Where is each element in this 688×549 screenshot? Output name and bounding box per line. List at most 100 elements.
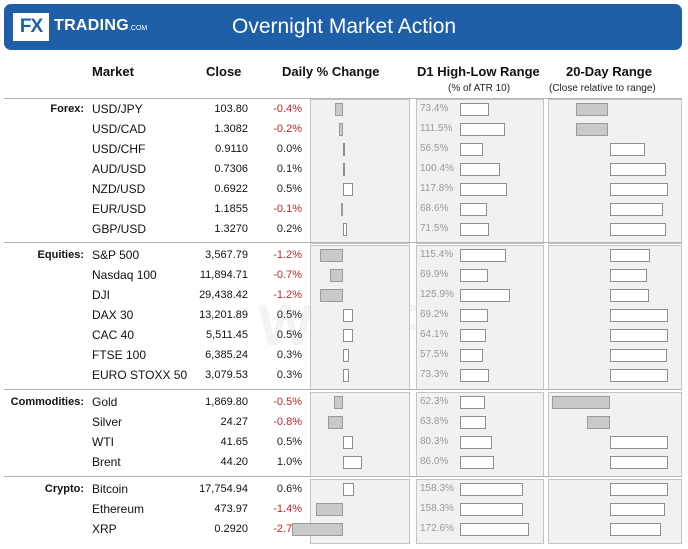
close-value: 24.27 [220, 416, 248, 428]
daily-change-value: -1.2% [273, 249, 302, 261]
atr-percent-label: 68.6% [420, 203, 449, 214]
atr-percent-label: 64.1% [420, 329, 449, 340]
atr-range-bar [460, 183, 508, 196]
daily-change-panel [310, 99, 410, 244]
daily-change-bar [320, 249, 343, 262]
close-value: 0.9110 [215, 143, 248, 155]
atr-percent-label: 73.3% [420, 369, 449, 380]
atr-range-bar [460, 163, 501, 176]
atr-percent-label: 117.8% [420, 183, 454, 194]
range20-bar [610, 249, 651, 262]
range20-bar [552, 396, 610, 409]
daily-change-value: 0.5% [276, 436, 302, 448]
atr-percent-label: 100.4% [420, 163, 454, 174]
group-separator [4, 98, 682, 99]
daily-change-value: 0.3% [276, 369, 302, 381]
atr-percent-label: 73.4% [420, 103, 449, 114]
daily-change-panel [310, 392, 410, 477]
market-name: Ethereum [92, 502, 145, 516]
daily-change-value: -0.4% [273, 103, 302, 115]
market-name: EUR/USD [92, 202, 147, 216]
atr-range-bar [460, 123, 505, 136]
range20-bar [610, 309, 668, 322]
range20-bar [576, 103, 608, 116]
atr-range-bar [460, 416, 486, 429]
group-separator [4, 242, 682, 243]
atr-percent-label: 57.5% [420, 349, 449, 360]
atr-percent-label: 111.5% [420, 123, 453, 134]
range20-bar [610, 503, 666, 516]
daily-change-value: -0.1% [273, 203, 302, 215]
daily-change-value: 0.5% [276, 309, 302, 321]
daily-change-bar [343, 223, 347, 236]
close-value: 1,869.80 [205, 396, 248, 408]
market-name: USD/CAD [92, 122, 147, 136]
daily-change-bar [341, 203, 343, 216]
range20-bar [610, 369, 668, 382]
daily-change-bar [291, 523, 343, 536]
daily-change-bar [320, 289, 343, 302]
close-value: 5,511.45 [205, 329, 248, 341]
group-separator [4, 389, 682, 390]
daily-change-value: 0.1% [276, 163, 302, 175]
daily-change-bar [329, 269, 343, 282]
atr-percent-label: 56.5% [420, 143, 449, 154]
daily-change-bar [343, 163, 345, 176]
range20-bar [576, 123, 608, 136]
atr-percent-label: 69.9% [420, 269, 449, 280]
close-value: 0.2920 [214, 523, 248, 535]
daily-change-value: -0.8% [273, 416, 302, 428]
range20-bar [610, 203, 664, 216]
market-name: Nasdaq 100 [92, 268, 157, 282]
atr-percent-label: 125.9% [420, 289, 454, 300]
close-value: 103.80 [214, 103, 248, 115]
group-label: Crypto: [44, 483, 84, 495]
close-value: 1.3082 [214, 123, 248, 135]
market-name: Gold [92, 395, 118, 409]
atr-range-bar [460, 329, 486, 342]
range20-bar [610, 329, 668, 342]
range20-bar [610, 143, 645, 156]
logo-suffix: .COM [128, 25, 148, 32]
range20-bar [610, 523, 662, 536]
market-name: WTI [92, 435, 114, 449]
daily-change-value: -0.2% [273, 123, 302, 135]
daily-change-bar [343, 456, 362, 469]
close-value: 41.65 [220, 436, 248, 448]
atr-range-bar [460, 309, 488, 322]
range20-bar [586, 416, 610, 429]
atr-range-bar [460, 523, 530, 536]
daily-change-value: 0.0% [276, 143, 302, 155]
atr-range-bar [460, 103, 490, 116]
market-name: DJI [92, 288, 110, 302]
atr-range-bar [460, 436, 493, 449]
daily-change-bar [343, 143, 345, 156]
market-name: EURO STOXX 50 [92, 368, 188, 382]
col-subheader-20day-range: (Close relative to range) [549, 83, 656, 94]
daily-change-value: 0.2% [276, 223, 302, 235]
market-name: S&P 500 [92, 248, 140, 262]
range20-bar [610, 269, 647, 282]
market-name: USD/JPY [92, 102, 143, 116]
atr-percent-label: 63.8% [420, 416, 449, 427]
market-name: CAC 40 [92, 328, 135, 342]
market-name: DAX 30 [92, 308, 134, 322]
market-name: GBP/USD [92, 222, 147, 236]
market-name: Bitcoin [92, 482, 129, 496]
atr-percent-label: 172.6% [420, 523, 454, 534]
daily-change-value: -1.2% [273, 289, 302, 301]
range20-bar [610, 183, 668, 196]
atr-range-bar [460, 249, 507, 262]
daily-change-bar [343, 183, 353, 196]
close-value: 29,438.42 [199, 289, 248, 301]
market-name: XRP [92, 522, 117, 536]
atr-percent-label: 86.0% [420, 456, 449, 467]
daily-change-value: 0.6% [276, 483, 302, 495]
daily-change-value: 0.5% [276, 329, 302, 341]
close-value: 0.6922 [214, 183, 248, 195]
daily-change-value: 0.5% [276, 183, 302, 195]
close-value: 3,079.53 [205, 369, 248, 381]
range20-bar [610, 436, 668, 449]
range20-bar [610, 163, 666, 176]
atr-percent-label: 80.3% [420, 436, 449, 447]
